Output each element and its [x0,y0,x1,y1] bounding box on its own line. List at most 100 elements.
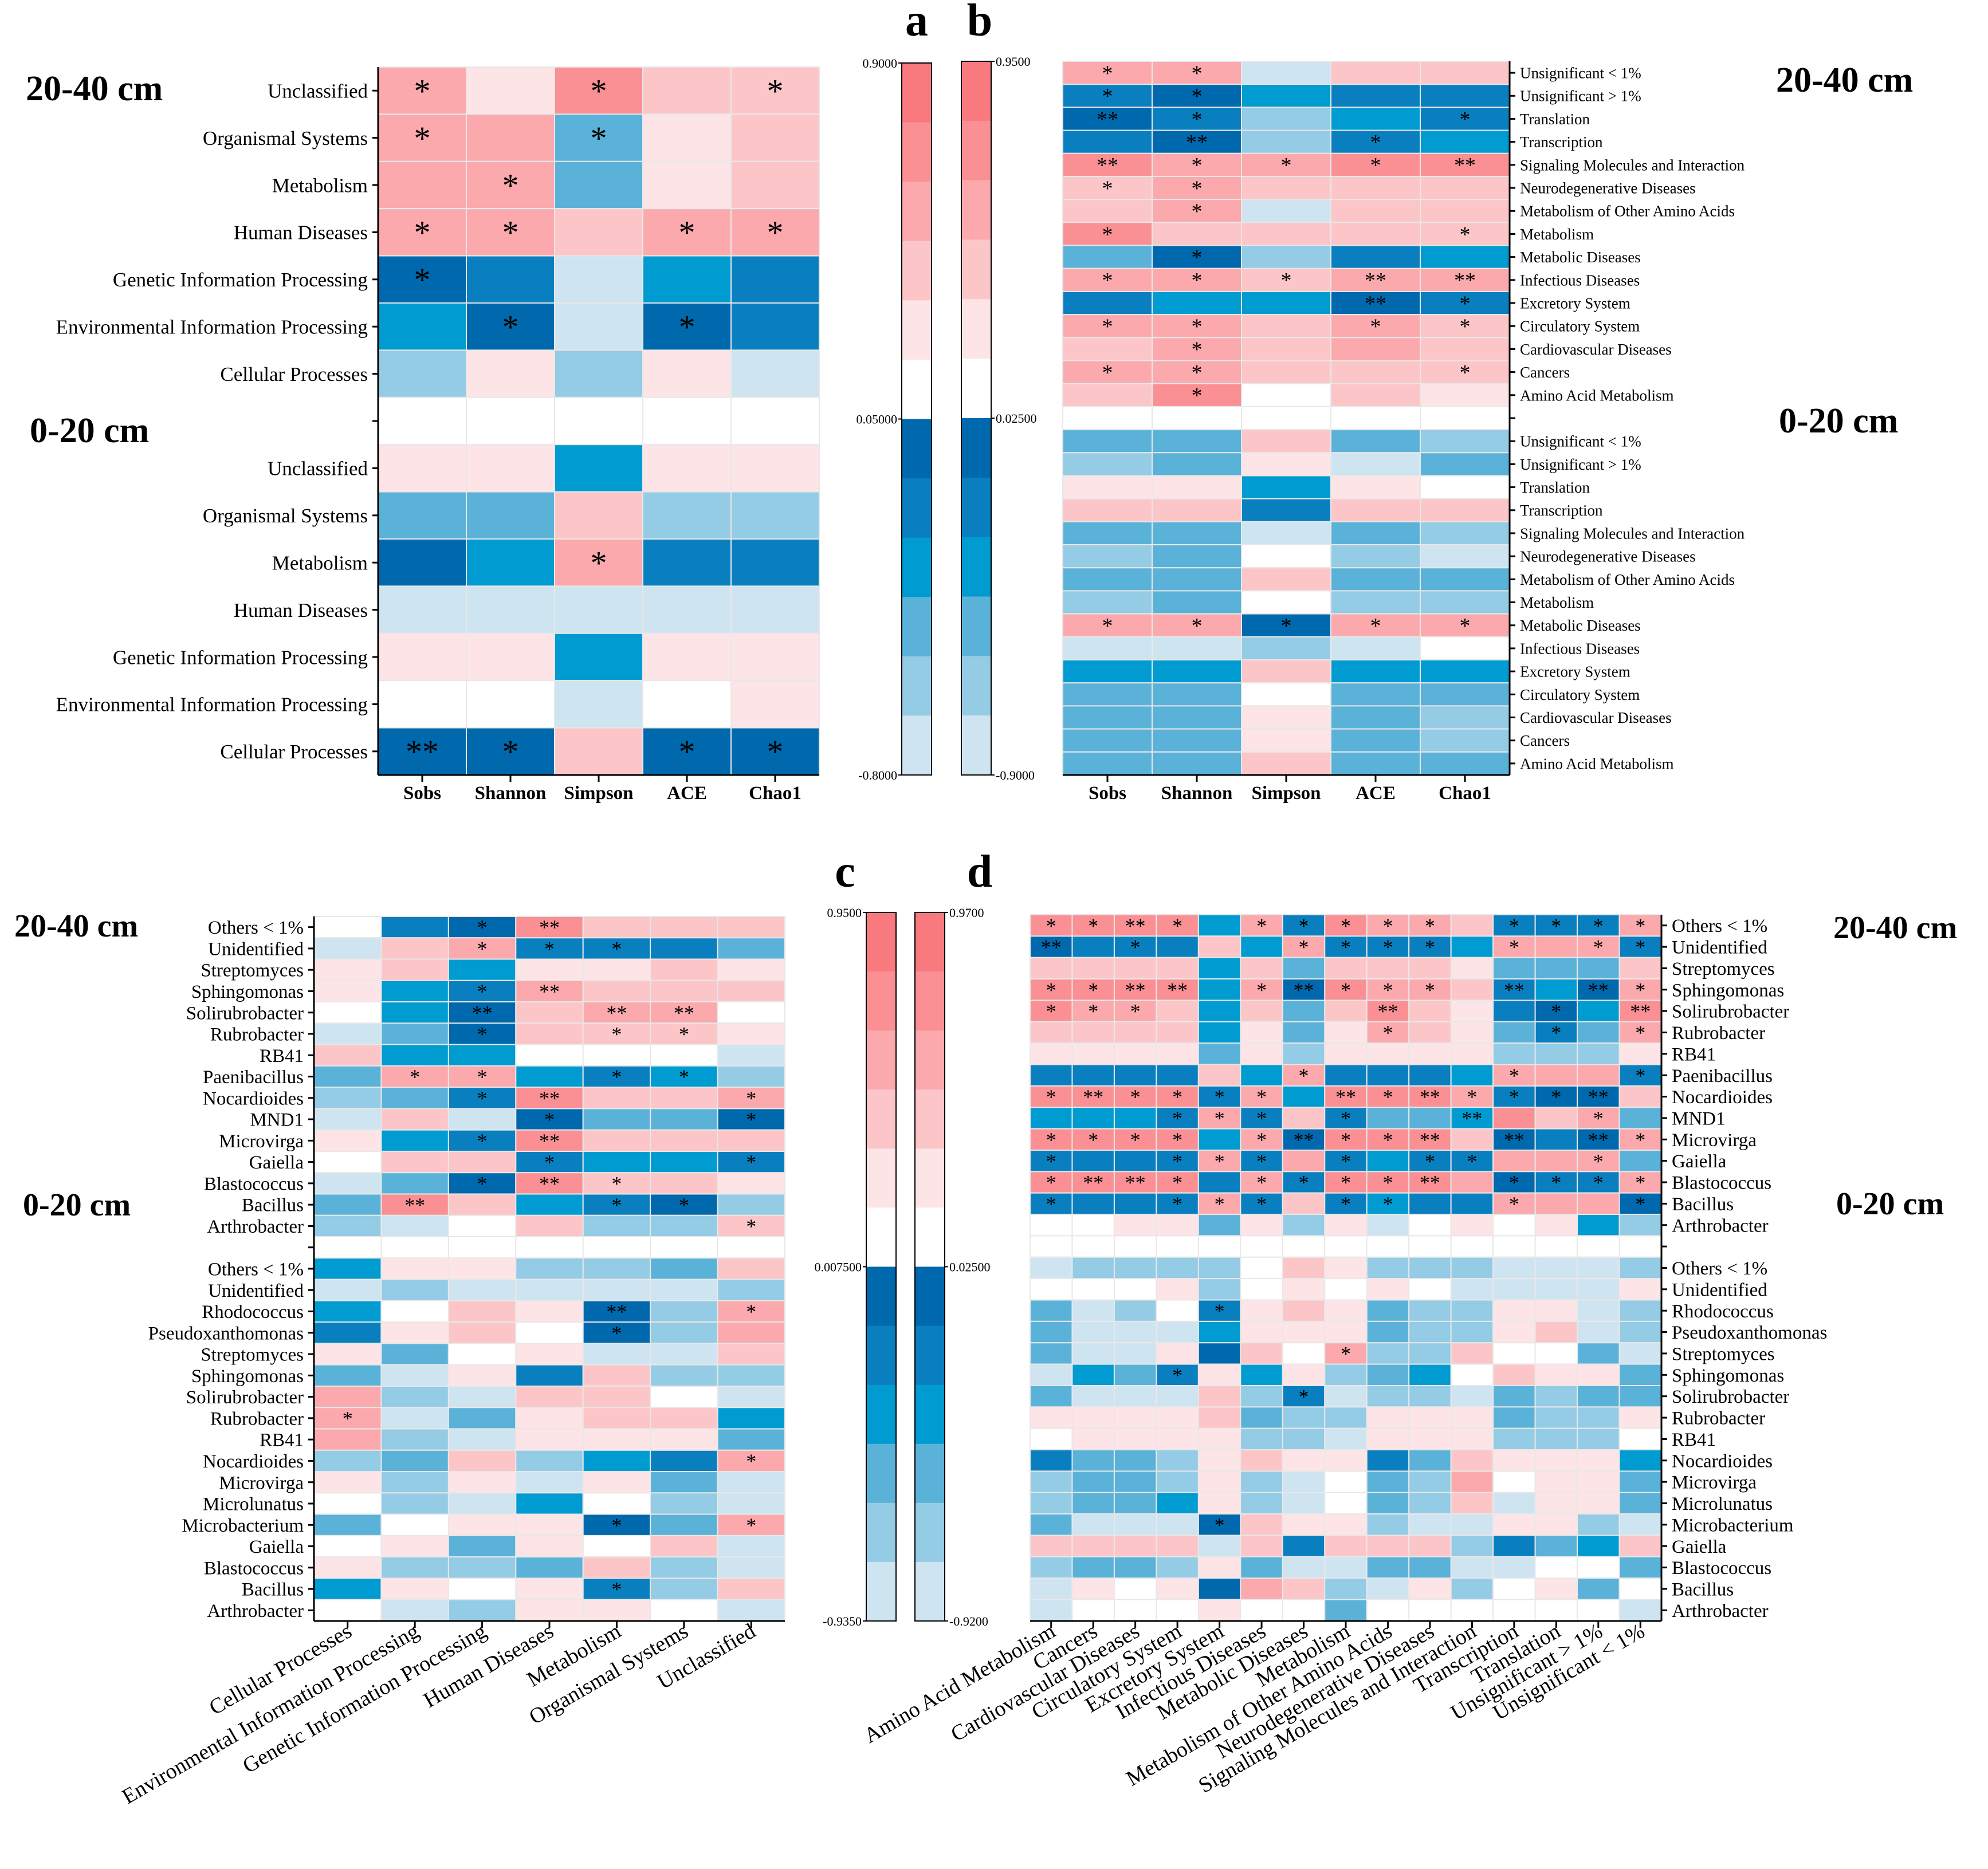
heatmap-cell [1282,957,1326,980]
significance-star: * [1635,1171,1645,1194]
heatmap-cell [447,979,517,1003]
heatmap-cell [1324,1406,1368,1429]
row-label: Cellular Processes [220,363,368,385]
heatmap-cell [515,1599,584,1622]
heatmap-cell [1282,1427,1326,1451]
heatmap-cell [650,1364,718,1387]
heatmap-cell [1071,1299,1115,1322]
heatmap-cell [313,1577,382,1600]
significance-star: * [1215,1107,1225,1130]
significance-star: * [679,733,696,770]
scale-swatch [961,596,991,656]
heatmap-cell [1240,1427,1283,1451]
heatmap-cell [717,1599,785,1622]
scale-swatch [866,971,896,1031]
heatmap-cell [1113,1449,1157,1472]
significance-star: ** [1083,1171,1103,1194]
heatmap-cell [1282,1599,1326,1622]
heatmap-cell [1420,314,1510,339]
heatmap-cell [1197,1064,1241,1087]
heatmap-cell [1450,1385,1494,1408]
significance-star: * [679,309,696,346]
heatmap-cell [378,491,467,540]
heatmap-cell [1156,1385,1199,1408]
significance-star: * [1370,315,1381,339]
row-label: RB41 [260,1430,304,1451]
heatmap-cell [650,1065,718,1088]
significance-star: * [1341,1171,1351,1194]
heatmap-cell [1408,1299,1452,1322]
heatmap-cell [1197,1214,1241,1237]
heatmap-cell [717,1236,785,1259]
heatmap-cell [1030,1513,1073,1536]
heatmap-cell [1071,1427,1115,1451]
heatmap-cell [1534,1492,1578,1515]
heatmap-cell [1282,1042,1326,1065]
heatmap-cell [1420,636,1510,661]
scale-swatch [915,1384,945,1445]
heatmap-cell [1330,751,1421,776]
heatmap-cell [1492,1256,1536,1280]
heatmap-cell [1366,1492,1410,1515]
heatmap-cell [1330,222,1421,246]
heatmap-cell [1534,1342,1578,1365]
heatmap-cell [650,1108,718,1131]
heatmap-cell [717,1001,785,1024]
heatmap-cell [1450,1470,1494,1493]
heatmap-cell [1330,498,1421,522]
scale-swatch [902,359,932,419]
heatmap-cell [380,916,449,939]
heatmap-cell [582,1151,651,1174]
row-label: Microvirga [1672,1473,1757,1493]
heatmap-cell [1420,199,1510,223]
heatmap-cell [1071,1150,1115,1172]
heatmap-cell [1330,383,1421,407]
heatmap-cell [1152,498,1242,522]
heatmap-cell [730,538,820,587]
heatmap-cell [313,1449,382,1473]
row-label: Gaiella [249,1152,304,1173]
heatmap-cell [1030,1470,1073,1493]
heatmap-cell [1324,1000,1368,1022]
heatmap-cell [1366,1214,1410,1237]
heatmap-cell [313,979,382,1003]
heatmap-cell [1420,751,1510,776]
row-label: Paenibacillus [1672,1066,1773,1087]
heatmap-cell [378,302,467,351]
heatmap-cell [1156,1064,1199,1087]
heatmap-cell [1241,245,1331,269]
heatmap-cell [1240,1256,1283,1280]
scale-swatch [915,912,945,972]
row-label: Others < 1% [1672,1258,1767,1279]
scale-swatch [902,122,932,182]
heatmap-cell [1152,452,1242,477]
heatmap-cell [554,160,643,210]
heatmap-cell [582,1257,651,1280]
heatmap-cell [1197,1534,1241,1557]
heatmap-cell [1450,1021,1494,1044]
heatmap-cell [1492,1042,1536,1065]
heatmap-cell [1113,1214,1157,1237]
heatmap-cell [1324,978,1368,1001]
heatmap-cell [1113,1470,1157,1493]
heatmap-cell [1420,659,1510,684]
heatmap-cell [380,1257,449,1280]
heatmap-cell [1156,1513,1199,1536]
heatmap-cell [1450,1235,1494,1258]
heatmap-cell [1156,1107,1199,1130]
scale-swatch [961,299,991,359]
heatmap-cell [650,1428,718,1451]
heatmap-cell [1534,1534,1578,1557]
significance-star: * [477,980,488,1003]
row-label: Bacillus [1672,1580,1734,1600]
heatmap-cell [1450,1577,1494,1600]
heatmap-cell [515,1449,584,1473]
heatmap-cell [378,160,467,210]
row-label: Organismal Systems [203,127,368,149]
significance-star: * [544,1151,555,1174]
heatmap-cell [466,208,555,257]
heatmap-cell [515,1407,584,1430]
scale-tick-label: 0.02500 [949,1260,991,1274]
heatmap-cell [1330,84,1421,108]
heatmap-cell [1071,1278,1115,1301]
